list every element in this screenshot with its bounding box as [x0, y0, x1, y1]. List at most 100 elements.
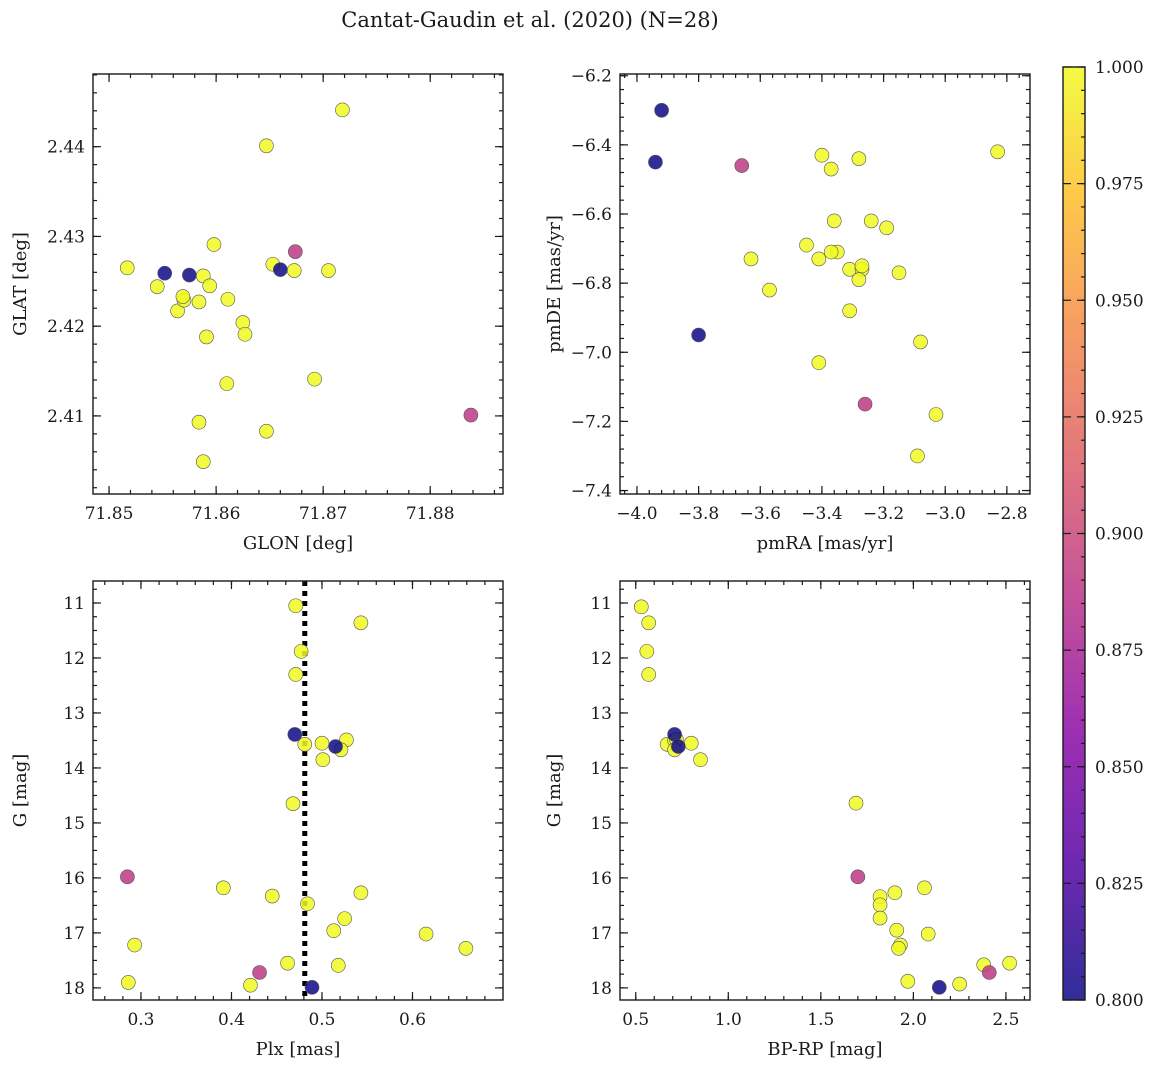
data-point	[300, 896, 315, 912]
data-point	[206, 237, 222, 252]
y-tick-label: −6.2	[571, 67, 612, 87]
data-point	[219, 376, 235, 391]
x-tick-label: −3.0	[925, 504, 966, 524]
y-axis-label: G [mag]	[544, 754, 565, 827]
y-tick-label: −7.0	[571, 343, 612, 363]
data-point	[910, 448, 925, 464]
colorbar: 0.800 0.825 0.850 0.875 0.900 0.925 0.950 0.975…	[1062, 58, 1144, 1011]
data-point	[671, 739, 686, 754]
x-tick-label: −3.6	[740, 504, 781, 524]
data-point	[463, 407, 479, 423]
y-tick-label: 17	[590, 924, 612, 944]
data-point	[799, 237, 814, 253]
data-point	[314, 735, 330, 751]
x-tick-label: 71.87	[299, 504, 348, 524]
colorbar-tick-label: 0.900	[1095, 525, 1144, 545]
data-point	[175, 289, 191, 304]
data-point	[811, 251, 827, 267]
y-tick-label: 18	[590, 979, 612, 999]
data-point	[850, 869, 866, 885]
x-tick-label: 0.6	[399, 1010, 426, 1030]
data-point	[917, 880, 932, 896]
x-axis-label: Plx [mas]	[256, 1039, 341, 1060]
y-tick-label: 2.43	[47, 227, 85, 247]
x-tick-label: 0.5	[622, 1010, 649, 1030]
x-tick-label: 71.86	[192, 504, 241, 524]
data-point	[633, 599, 649, 615]
data-point	[641, 615, 656, 631]
data-point	[220, 291, 236, 307]
data-point	[889, 922, 905, 938]
y-axis-label: G [mag]	[10, 754, 31, 827]
x-tick-label: −3.2	[863, 504, 904, 524]
data-point	[823, 161, 839, 177]
y-tick-label: 2.44	[47, 138, 85, 158]
colorbar-tick-label: 0.850	[1095, 758, 1144, 778]
x-tick-label: 0.4	[218, 1010, 245, 1030]
data-point	[920, 926, 936, 942]
y-tick-label: −6.4	[571, 136, 612, 156]
data-point	[353, 885, 369, 901]
data-point	[259, 138, 274, 154]
x-axis-label: GLON [deg]	[243, 533, 353, 554]
x-tick-label: 0.3	[127, 1010, 154, 1030]
data-point	[872, 910, 888, 926]
colorbar-tick-label: 1.000	[1095, 58, 1144, 78]
data-point	[648, 154, 663, 170]
y-tick-label: 2.41	[47, 407, 85, 427]
data-point	[119, 260, 135, 276]
data-point	[127, 937, 142, 953]
x-tick-label: 0.5	[308, 1010, 335, 1030]
y-axis-label: pmDE [mas/yr]	[544, 215, 565, 353]
data-point	[641, 667, 656, 682]
data-point	[293, 644, 309, 659]
axes-frame	[619, 580, 1031, 1001]
data-point	[330, 958, 346, 973]
data-point	[990, 144, 1005, 160]
y-axis-label: GLAT [deg]	[10, 232, 31, 336]
data-point	[887, 885, 903, 901]
panel-1: 71.85 71.86 71.87 71.88 2.41 2.42 2.43 2.44 GLON…	[10, 73, 504, 554]
data-point	[191, 414, 207, 430]
data-point	[854, 258, 870, 274]
data-point	[1002, 955, 1017, 971]
colorbar-tick-label: 0.800	[1095, 991, 1144, 1011]
data-point	[891, 941, 906, 956]
data-point	[287, 727, 303, 742]
data-point	[264, 888, 280, 904]
y-tick-label: 18	[63, 979, 85, 999]
y-tick-label: 14	[590, 759, 612, 779]
data-point	[199, 329, 214, 345]
data-point	[304, 980, 320, 995]
data-point	[328, 739, 343, 754]
colorbar-tick-label: 0.875	[1095, 641, 1144, 661]
data-point	[237, 326, 253, 342]
data-point	[120, 869, 135, 885]
data-point	[814, 147, 830, 163]
data-point	[120, 975, 136, 990]
data-point	[693, 752, 708, 768]
data-point	[321, 263, 336, 278]
data-point	[216, 880, 231, 896]
y-tick-label: −7.4	[571, 482, 612, 502]
y-tick-label: −7.2	[571, 412, 612, 432]
y-tick-label: 16	[63, 869, 85, 889]
data-point	[857, 396, 873, 412]
data-point	[315, 752, 331, 768]
data-point	[273, 262, 288, 277]
panel-3: 0.3 0.4 0.5 0.6 11 12 13 14 15 16 17 18 Plx [mas] G […	[10, 580, 504, 1060]
figure-title: Cantat-Gaudin et al. (2020) (N=28)	[341, 8, 719, 32]
y-tick-label: 12	[590, 649, 612, 669]
x-tick-label: 71.85	[85, 504, 134, 524]
data-point	[851, 272, 867, 287]
data-point	[353, 615, 369, 631]
data-point	[195, 454, 211, 469]
x-tick-label: −3.4	[801, 504, 842, 524]
data-point	[863, 213, 879, 229]
y-tick-label: 17	[63, 924, 85, 944]
colorbar-tick-label: 0.825	[1095, 874, 1144, 894]
x-tick-label: 2.5	[992, 1010, 1019, 1030]
data-point	[157, 265, 173, 281]
data-point	[326, 923, 342, 939]
colorbar-tick-label: 0.925	[1095, 408, 1144, 428]
